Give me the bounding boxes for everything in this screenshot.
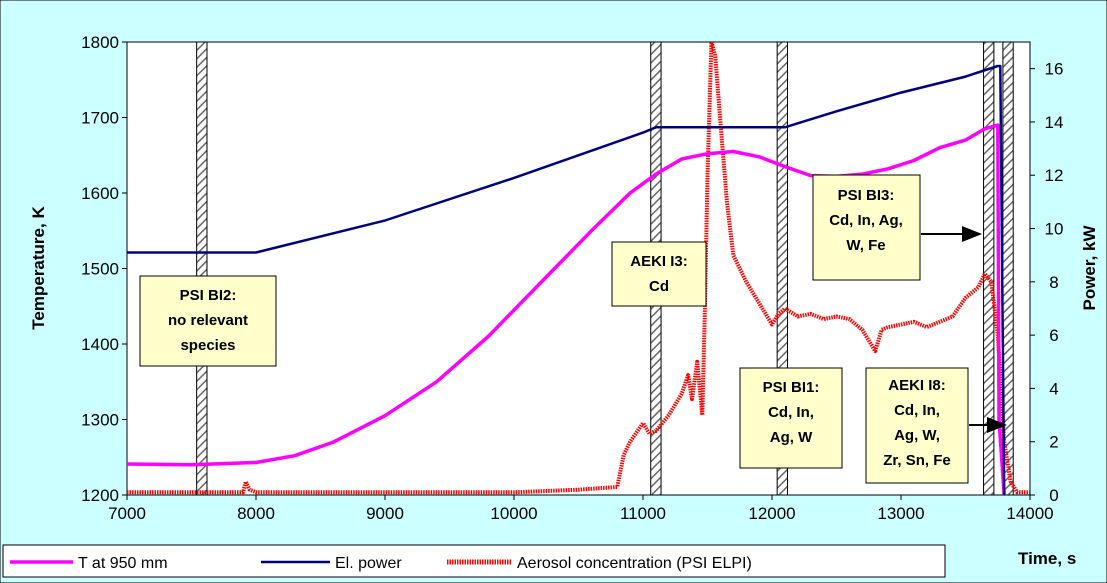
y-left-tick-label-1300: 1300 [81,411,119,430]
x-tick-label-14000: 14000 [1006,504,1053,523]
annotation-text-2-1: AEKI I3: [630,253,688,270]
y-right-tick-label-10: 10 [1045,220,1064,239]
x-tick-label-13000: 13000 [877,504,924,523]
annotation-text-1-3: species [180,337,235,354]
annotation-text-5-4: Zr, Sn, Fe [883,452,951,469]
legend-box [2,544,946,578]
series-temperature [127,123,1006,495]
y-left-tick-label-1700: 1700 [81,109,119,128]
y-right-tick-label-14: 14 [1045,113,1064,132]
y-left-tick-label-1500: 1500 [81,260,119,279]
y-axis-left-title: Temperature, K [29,206,48,330]
annotation-text-5-1: AEKI I8: [888,377,946,394]
annotation-box-2 [611,241,707,307]
annotation-text-3-2: Cd, In, [768,404,814,421]
legend-label-temperature: T at 950 mm [78,555,168,572]
annotation-text-3-1: PSI BI1: [763,379,820,396]
sampling-window-3 [776,41,788,496]
y-right-tick-label-4: 4 [1049,379,1058,398]
y-left-tick-label-1800: 1800 [81,33,119,52]
annotation-text-4-1: PSI BI3: [838,187,895,204]
annotation-text-1-1: PSI BI2: [180,287,237,304]
annotation-text-5-3: Ag, W, [894,427,940,444]
x-tick-label-8000: 8000 [237,504,275,523]
y-left-tick-label-1600: 1600 [81,184,119,203]
annotation-box-4 [812,174,921,281]
x-tick-label-7000: 7000 [108,504,146,523]
annotation-text-5-2: Cd, In, [894,402,940,419]
y-right-tick-label-6: 6 [1049,326,1058,345]
legend-label-power: El. power [335,555,402,572]
y-right-tick-label-2: 2 [1049,433,1058,452]
y-right-tick-label-16: 16 [1045,60,1064,79]
x-tick-label-9000: 9000 [366,504,404,523]
y-axis-right-title: Power, kW [1080,225,1099,311]
annotation-box-1 [139,275,277,367]
y-left-tick-label-1400: 1400 [81,335,119,354]
x-axis-title: Time, s [1018,549,1076,568]
x-tick-label-11000: 11000 [620,504,666,523]
annotation-text-4-3: W, Fe [846,237,885,254]
series-aerosol [127,42,1030,495]
x-tick-label-12000: 12000 [748,504,795,523]
sampling-window-1 [196,41,208,496]
annotation-text-3-3: Ag, W [770,429,813,446]
y-right-tick-label-8: 8 [1049,273,1058,292]
series-power [127,64,1006,495]
y-right-tick-label-0: 0 [1049,486,1058,505]
annotation-text-1-2: no relevant [168,312,248,329]
annotation-box-3 [739,367,843,469]
annotation-text-2-2: Cd [649,278,669,295]
y-right-tick-label-12: 12 [1045,166,1064,185]
sampling-window-4 [983,41,995,496]
y-left-tick-label-1200: 1200 [81,486,119,505]
annotation-text-4-2: Cd, In, Ag, [829,212,903,229]
legend-label-aerosol: Aerosol concentration (PSI ELPI) [517,555,752,572]
x-tick-label-10000: 10000 [490,504,537,523]
legend: T at 950 mm El. power Aerosol concentrat… [2,544,946,578]
annotation-box-5 [865,367,969,484]
